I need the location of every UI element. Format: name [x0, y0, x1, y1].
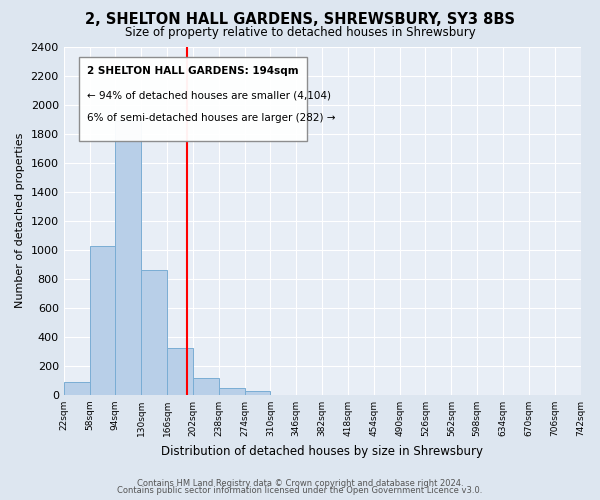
Text: Contains HM Land Registry data © Crown copyright and database right 2024.: Contains HM Land Registry data © Crown c…: [137, 478, 463, 488]
Bar: [89, 246, 115, 395]
Text: 6% of semi-detached houses are larger (282) →: 6% of semi-detached houses are larger (2…: [87, 114, 335, 124]
Bar: [141, 270, 167, 395]
Bar: [167, 348, 193, 395]
Text: ← 94% of detached houses are smaller (4,104): ← 94% of detached houses are smaller (4,…: [87, 90, 331, 100]
Text: Contains public sector information licensed under the Open Government Licence v3: Contains public sector information licen…: [118, 486, 482, 495]
FancyBboxPatch shape: [79, 57, 307, 140]
Text: Size of property relative to detached houses in Shrewsbury: Size of property relative to detached ho…: [125, 26, 475, 39]
Bar: [64, 382, 89, 395]
Y-axis label: Number of detached properties: Number of detached properties: [15, 133, 25, 308]
Bar: [245, 391, 271, 395]
Text: 2, SHELTON HALL GARDENS, SHREWSBURY, SY3 8BS: 2, SHELTON HALL GARDENS, SHREWSBURY, SY3…: [85, 12, 515, 28]
X-axis label: Distribution of detached houses by size in Shrewsbury: Distribution of detached houses by size …: [161, 444, 483, 458]
Bar: [193, 378, 219, 395]
Text: 2 SHELTON HALL GARDENS: 194sqm: 2 SHELTON HALL GARDENS: 194sqm: [87, 66, 299, 76]
Bar: [115, 120, 141, 395]
Bar: [219, 388, 245, 395]
